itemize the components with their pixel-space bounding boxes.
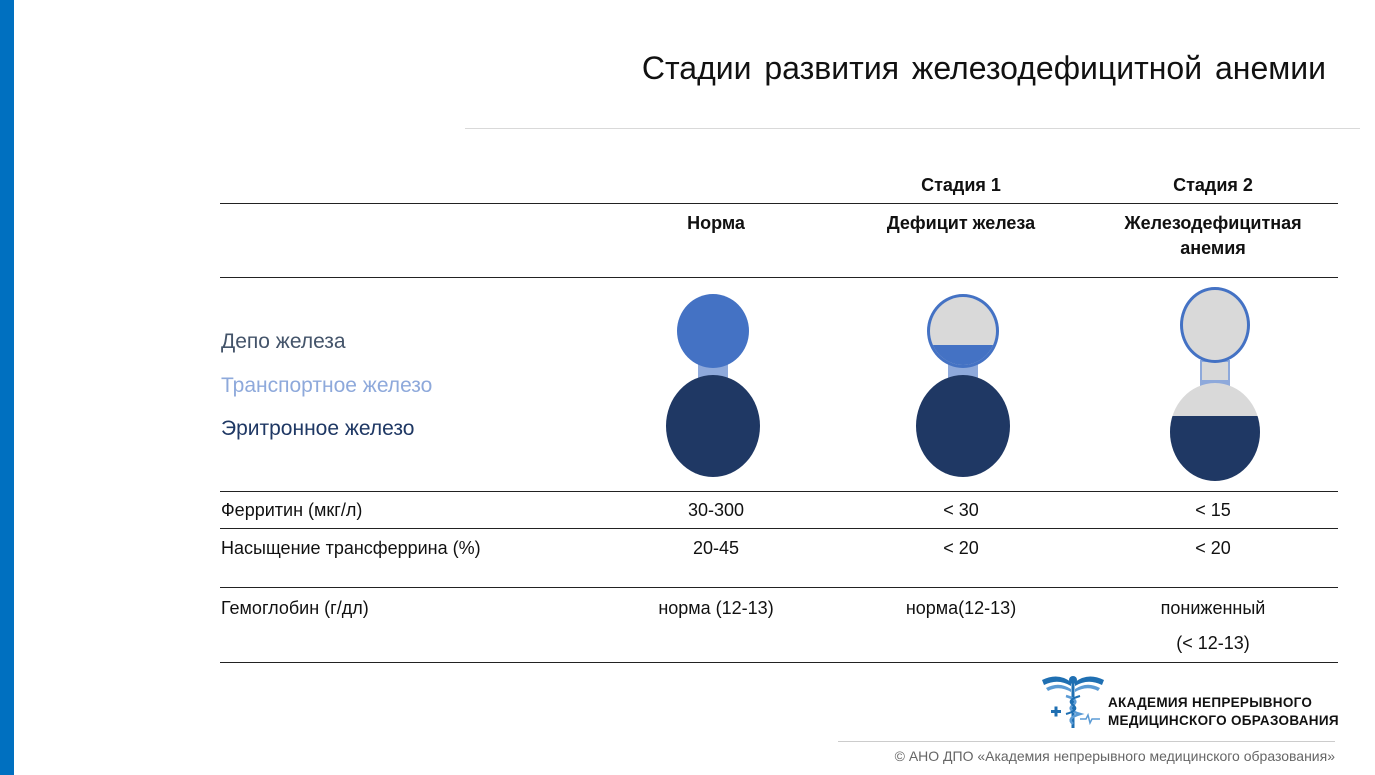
row-hemoglobin-label: Гемоглобин (г/дл) [221, 598, 369, 618]
depot-iron-circle [677, 294, 749, 368]
table-rule-1 [220, 203, 1338, 204]
row-hemoglobin-stage2-line2: (< 12-13) [1176, 633, 1250, 653]
header-ida-line2: анемия [1180, 238, 1246, 258]
title-divider [465, 128, 1360, 129]
legend-depot: Депо железа [221, 330, 346, 353]
erythron-iron-circle [1170, 383, 1260, 481]
depot-iron-circle [1180, 287, 1250, 363]
header-stage2: Стадия 2 [1173, 175, 1253, 195]
row-transferrin-stage1: < 20 [943, 538, 979, 558]
header-deficit: Дефицит железа [886, 213, 1036, 233]
row-hemoglobin-stage2: пониженный [1160, 598, 1266, 618]
row-ferritin-norm: 30-300 [687, 500, 745, 520]
row-transferrin-stage2: < 20 [1195, 538, 1231, 558]
table-rule-5 [220, 587, 1338, 588]
depot-iron-circle [927, 294, 999, 368]
erythron-iron-circle [916, 375, 1010, 477]
row-transferrin-norm: 20-45 [692, 538, 740, 558]
table-rule-6 [220, 662, 1338, 663]
row-hemoglobin-norm: норма (12-13) [658, 598, 774, 618]
row-transferrin-label: Насыщение трансферрина (%) [221, 538, 481, 558]
copyright-text: © АНО ДПО «Академия непрерывного медицин… [894, 748, 1335, 764]
table-rule-2 [220, 277, 1338, 278]
logo-text-line1: АКАДЕМИЯ НЕПРЕРЫВНОГО [1108, 695, 1313, 710]
left-accent-bar [0, 0, 14, 775]
erythron-iron-circle [666, 375, 760, 477]
header-stage1: Стадия 1 [921, 175, 1001, 195]
row-ferritin-label: Ферритин (мкг/л) [221, 500, 363, 520]
row-ferritin-stage2: < 15 [1195, 500, 1231, 520]
legend-transport: Транспортное железо [221, 374, 433, 397]
depot-iron-circle-fill [930, 344, 996, 365]
table-rule-3 [220, 491, 1338, 492]
slide-title: Стадии развития железодефицитной анемии [641, 50, 1326, 86]
footer-divider [838, 741, 1335, 742]
header-ida-line1: Железодефицитная [1124, 213, 1302, 233]
header-norm: Норма [687, 213, 745, 233]
erythron-iron-circle-fill [1170, 416, 1260, 481]
row-hemoglobin-stage1: норма(12-13) [905, 598, 1017, 618]
row-ferritin-stage1: < 30 [943, 500, 979, 520]
legend-erythron: Эритронное железо [221, 417, 415, 440]
logo-text-line2: МЕДИЦИНСКОГО ОБРАЗОВАНИЯ [1108, 713, 1339, 728]
table-rule-4 [220, 528, 1338, 529]
caduceus-logo-icon [1042, 676, 1104, 728]
